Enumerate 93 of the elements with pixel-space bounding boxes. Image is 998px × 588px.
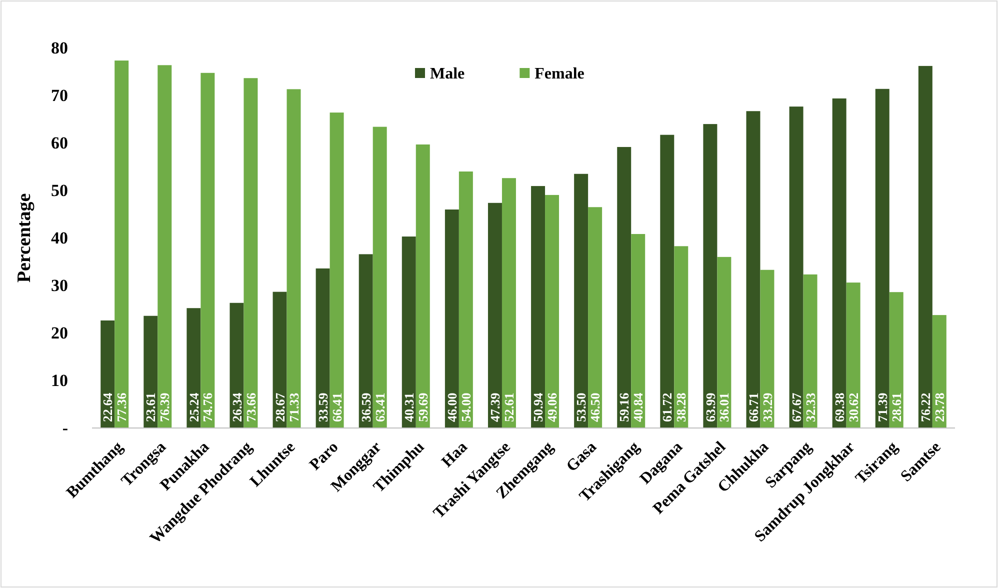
data-label: 63.41 <box>372 392 388 422</box>
bar <box>286 89 301 428</box>
y-tick-label: 10 <box>51 370 68 390</box>
bar <box>574 174 588 428</box>
bar <box>789 106 804 428</box>
data-label: 26.34 <box>229 392 244 422</box>
legend-label: Female <box>534 66 584 83</box>
data-label: 71.39 <box>874 392 890 422</box>
bar <box>832 98 846 428</box>
data-label: 46.50 <box>588 392 603 422</box>
bar <box>545 194 560 428</box>
data-label: 33.29 <box>760 392 775 422</box>
bar <box>144 316 158 428</box>
data-label: 66.41 <box>329 392 344 422</box>
data-label: 49.06 <box>544 392 560 422</box>
bar <box>846 282 860 428</box>
bar <box>100 320 115 428</box>
data-label: 74.76 <box>200 392 216 422</box>
data-label: 22.64 <box>100 392 116 422</box>
data-label: 63.99 <box>702 392 718 422</box>
y-tick-label: - <box>62 418 68 438</box>
y-axis-title: Percentage <box>14 193 35 283</box>
y-tick-label: 70 <box>51 86 68 105</box>
y-tick-label: 80 <box>51 38 68 58</box>
bar <box>674 246 688 428</box>
bar <box>531 186 546 428</box>
bar <box>875 88 890 428</box>
bar <box>631 234 646 428</box>
bar <box>502 178 516 428</box>
data-label: 23.78 <box>932 392 947 422</box>
bar <box>703 124 718 428</box>
data-label: 38.28 <box>674 392 689 422</box>
data-label: 52.61 <box>502 392 517 422</box>
bar <box>316 268 330 428</box>
bar <box>416 144 430 428</box>
bar <box>488 202 502 428</box>
data-label: 36.01 <box>716 392 732 422</box>
bar <box>617 146 632 428</box>
data-label: 77.36 <box>114 392 130 422</box>
data-label: 53.50 <box>574 392 589 422</box>
bar <box>889 292 904 428</box>
data-label: 54.00 <box>458 392 474 422</box>
data-label: 59.16 <box>616 392 632 422</box>
bar <box>660 134 674 428</box>
data-label: 59.69 <box>415 392 430 422</box>
data-label: 30.62 <box>846 392 861 422</box>
y-tick-label: 20 <box>51 323 68 342</box>
data-label: 28.61 <box>888 392 904 422</box>
x-tick-label: Haa <box>438 438 471 471</box>
bar <box>588 207 602 428</box>
bar <box>186 308 201 428</box>
bar <box>330 112 344 428</box>
data-label: 40.84 <box>630 392 646 422</box>
bar <box>746 111 760 428</box>
data-label: 69.38 <box>832 392 847 422</box>
y-tick-label: 50 <box>51 180 68 200</box>
y-tick-label: 40 <box>51 228 68 248</box>
data-label: 32.33 <box>802 392 818 422</box>
data-label: 76.22 <box>918 392 933 422</box>
data-label: 50.94 <box>530 392 546 422</box>
data-label: 40.31 <box>401 392 416 422</box>
data-label: 66.71 <box>746 392 761 422</box>
data-label: 67.67 <box>788 392 804 422</box>
y-tick-label: 30 <box>51 276 68 295</box>
bar <box>932 315 946 428</box>
bar <box>372 126 387 428</box>
data-label: 33.59 <box>315 392 330 422</box>
data-label: 47.39 <box>488 392 503 422</box>
data-label: 36.59 <box>358 392 374 422</box>
legend-label: Male <box>430 66 465 83</box>
data-label: 28.67 <box>272 392 288 422</box>
bar <box>760 270 774 428</box>
data-label: 46.00 <box>444 392 460 422</box>
data-label: 23.61 <box>143 392 158 422</box>
bar <box>230 302 244 428</box>
bar <box>158 65 172 428</box>
bar <box>717 256 732 428</box>
y-tick-label: 60 <box>51 133 68 152</box>
bar <box>244 78 258 428</box>
data-label: 76.39 <box>157 392 172 422</box>
data-label: 73.66 <box>243 392 258 422</box>
bar <box>272 292 287 428</box>
bar <box>444 210 459 428</box>
bar <box>803 274 818 428</box>
bar <box>114 60 129 428</box>
bar <box>402 236 416 428</box>
data-label: 71.33 <box>286 392 302 422</box>
bar <box>358 254 373 428</box>
bar <box>200 72 215 428</box>
data-label: 25.24 <box>186 392 202 422</box>
data-label: 61.72 <box>660 392 675 422</box>
bar <box>918 66 932 428</box>
bar <box>458 172 473 428</box>
